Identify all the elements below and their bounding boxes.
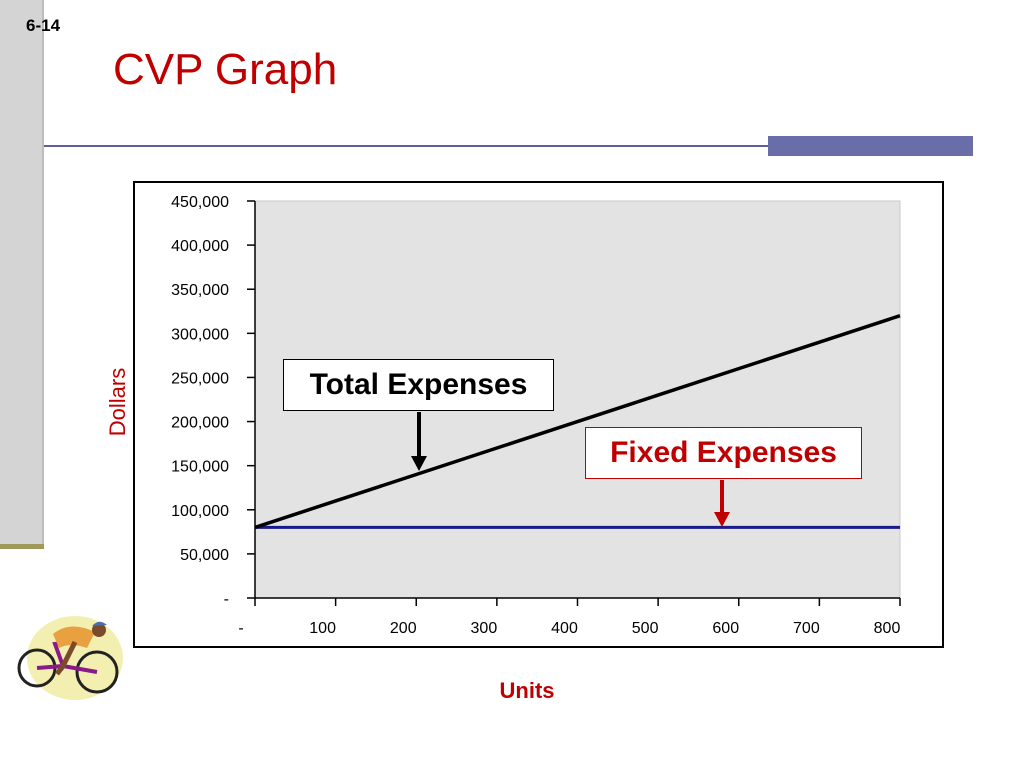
y-tick-label: 350,000 bbox=[171, 282, 229, 299]
x-tick-label: 300 bbox=[471, 620, 498, 637]
total-expenses-label: Total Expenses bbox=[309, 368, 528, 401]
x-tick-label: 500 bbox=[632, 620, 659, 637]
x-axis-label: Units bbox=[499, 678, 555, 703]
y-tick-label: 50,000 bbox=[180, 547, 229, 564]
x-tick-label: 100 bbox=[309, 620, 336, 637]
total-expenses-arrow-head bbox=[411, 456, 427, 471]
y-tick-label: 300,000 bbox=[171, 326, 229, 343]
x-tick-label: 400 bbox=[551, 620, 578, 637]
y-tick-label: 150,000 bbox=[171, 459, 229, 476]
fixed-expenses-callout: Fixed Expenses bbox=[585, 427, 862, 479]
fixed-expenses-label: Fixed Expenses bbox=[610, 436, 837, 469]
page-title: CVP Graph bbox=[113, 45, 338, 94]
x-tick-label: 800 bbox=[874, 620, 901, 637]
left-sidebar-bar bbox=[0, 0, 44, 545]
x-tick-label: 200 bbox=[390, 620, 417, 637]
cyclist-icon bbox=[17, 616, 123, 700]
x-tick-label: - bbox=[238, 620, 243, 637]
title-divider-accent bbox=[768, 136, 973, 156]
y-tick-label: 450,000 bbox=[171, 194, 229, 211]
x-tick-label: 600 bbox=[712, 620, 739, 637]
slide-number: 6-14 bbox=[26, 16, 61, 35]
title-divider-line bbox=[44, 145, 770, 147]
y-tick-label: 400,000 bbox=[171, 238, 229, 255]
y-tick-label: 200,000 bbox=[171, 415, 229, 432]
fixed-expenses-arrow-head bbox=[714, 512, 730, 527]
left-sidebar-accent bbox=[0, 544, 44, 549]
y-tick-label: 100,000 bbox=[171, 503, 229, 520]
x-tick-label: 700 bbox=[793, 620, 820, 637]
y-tick-label: - bbox=[224, 591, 229, 608]
y-tick-label: 250,000 bbox=[171, 370, 229, 387]
total-expenses-callout: Total Expenses bbox=[283, 359, 554, 411]
y-axis-label: Dollars bbox=[105, 367, 130, 437]
